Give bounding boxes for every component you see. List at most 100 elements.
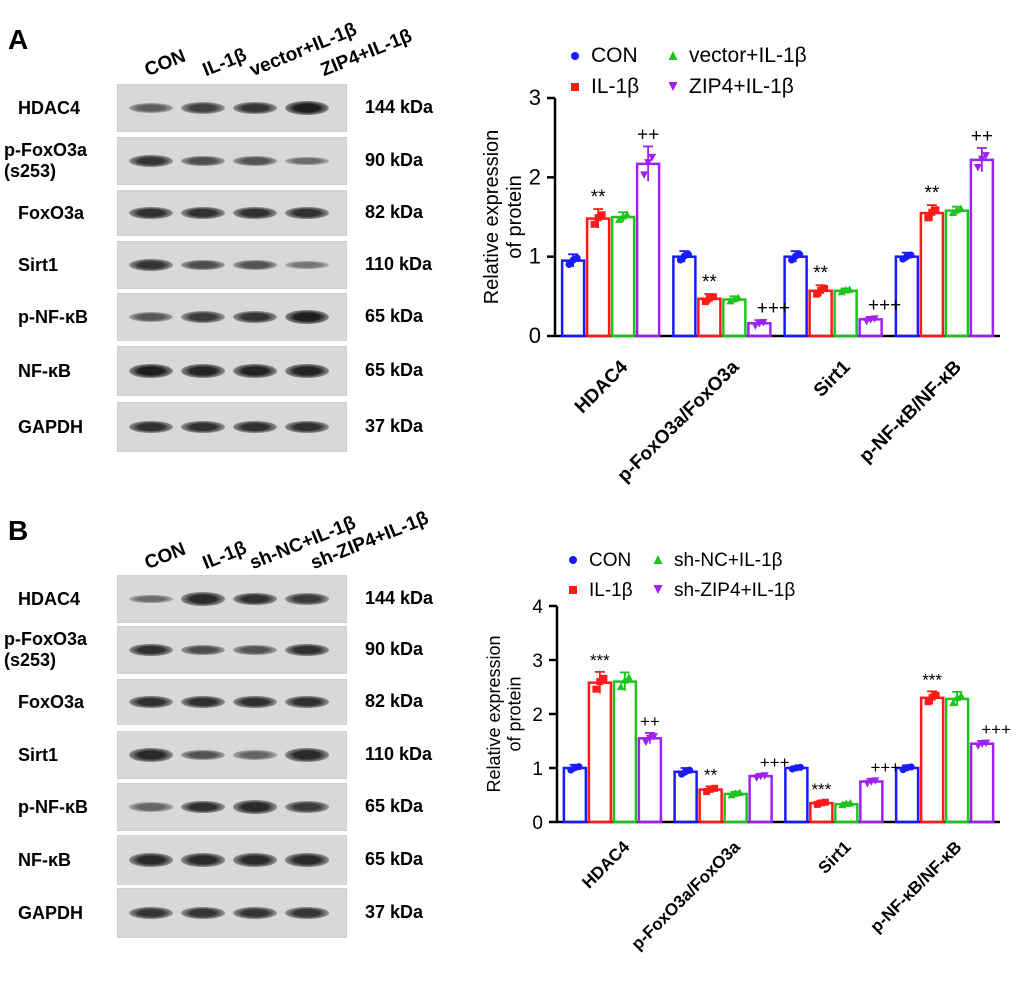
protein-band	[233, 364, 277, 378]
significance-mark: ***	[590, 651, 610, 670]
protein-band	[181, 206, 225, 220]
protein-band	[233, 644, 277, 656]
y-axis-label: of protein	[504, 175, 526, 258]
kda-label: 90 kDa	[365, 150, 424, 170]
bar	[783, 255, 808, 338]
panel-a-letter: A	[8, 24, 29, 55]
protein-band	[181, 592, 225, 606]
protein-band	[129, 154, 173, 168]
data-point	[928, 208, 936, 216]
kda-label: 37 kDa	[365, 416, 424, 436]
bar	[612, 680, 638, 824]
data-point	[756, 772, 765, 781]
protein-band	[233, 853, 277, 867]
kda-label: 37 kDa	[365, 902, 424, 922]
category-label: p-FoxO3a/FoxO3a	[628, 837, 745, 954]
data-point	[709, 293, 717, 301]
data-point	[571, 764, 579, 772]
data-point	[600, 674, 608, 682]
protein-band	[233, 206, 277, 220]
protein-band	[181, 364, 225, 378]
legend-label: ZIP4+IL-1β	[689, 75, 794, 98]
protein-label: p-FoxO3a (s253)	[4, 629, 88, 670]
protein-band	[285, 261, 329, 269]
data-point	[974, 742, 983, 750]
data-point	[592, 685, 600, 693]
data-point	[973, 164, 982, 172]
significance-mark: +++	[981, 720, 1011, 739]
bar	[697, 297, 722, 338]
significance-mark: **	[702, 272, 717, 293]
protein-band	[285, 364, 329, 378]
protein-band	[129, 312, 173, 322]
category-label: p-FoxO3a/FoxO3a	[614, 356, 744, 486]
data-point	[730, 294, 739, 303]
y-axis-label: of protein	[505, 676, 525, 751]
protein-band	[233, 750, 277, 760]
data-point	[641, 738, 650, 747]
bar	[698, 788, 723, 824]
protein-band	[129, 906, 173, 920]
protein-band	[285, 801, 329, 813]
category-label: p-NF-κB/NF-κB	[867, 837, 966, 936]
data-point	[624, 673, 633, 681]
bar	[944, 209, 970, 338]
legend-label: vector+IL-1β	[689, 44, 807, 67]
protein-band	[181, 259, 225, 271]
y-tick-label: 1	[532, 759, 543, 780]
significance-mark: **	[813, 263, 828, 284]
data-point	[590, 220, 598, 228]
kda-label: 82 kDa	[365, 202, 424, 222]
protein-band	[285, 906, 329, 920]
y-axis-label: Relative expression	[481, 130, 503, 305]
protein-band	[181, 906, 225, 920]
protein-band	[233, 310, 277, 324]
data-point	[569, 256, 577, 264]
legend-label: sh-ZIP4+IL-1β	[674, 580, 795, 601]
data-point	[711, 784, 719, 792]
data-point	[948, 208, 957, 217]
kda-label: 144 kDa	[365, 588, 434, 608]
legend-marker	[653, 555, 663, 564]
data-point	[903, 252, 911, 260]
bar	[635, 162, 661, 338]
y-tick-label: 4	[532, 597, 543, 618]
protein-band	[129, 364, 173, 378]
data-point	[841, 286, 850, 294]
data-point	[705, 294, 713, 302]
bar	[722, 298, 747, 338]
legend-marker	[668, 51, 678, 60]
data-point	[932, 691, 940, 699]
bar	[560, 259, 586, 338]
bar	[859, 780, 884, 824]
protein-label: p-NF-κB	[18, 306, 89, 327]
protein-band	[285, 420, 329, 434]
legend-label: IL-1β	[589, 580, 633, 601]
bar	[969, 158, 995, 338]
protein-label: FoxO3a	[18, 691, 85, 712]
data-point	[616, 682, 625, 691]
data-point	[867, 778, 876, 786]
significance-mark: **	[591, 187, 606, 208]
legend-label: CON	[591, 44, 638, 67]
protein-band	[129, 420, 173, 434]
protein-band	[129, 594, 173, 604]
data-point	[924, 698, 932, 706]
kda-label: 65 kDa	[365, 796, 424, 816]
legend-marker	[653, 585, 663, 594]
legend-label: IL-1β	[591, 75, 639, 98]
category-label: HDAC4	[578, 837, 633, 892]
bar	[784, 766, 809, 824]
data-point	[821, 285, 829, 293]
data-point	[928, 693, 936, 701]
protein-band	[129, 853, 173, 867]
significance-mark: +++	[757, 298, 790, 319]
bar	[808, 289, 833, 338]
bar	[748, 774, 773, 824]
protein-band	[129, 748, 173, 762]
protein-band	[233, 906, 277, 920]
bar	[637, 737, 663, 824]
y-tick-label: 0	[532, 813, 543, 834]
data-point	[924, 214, 932, 222]
